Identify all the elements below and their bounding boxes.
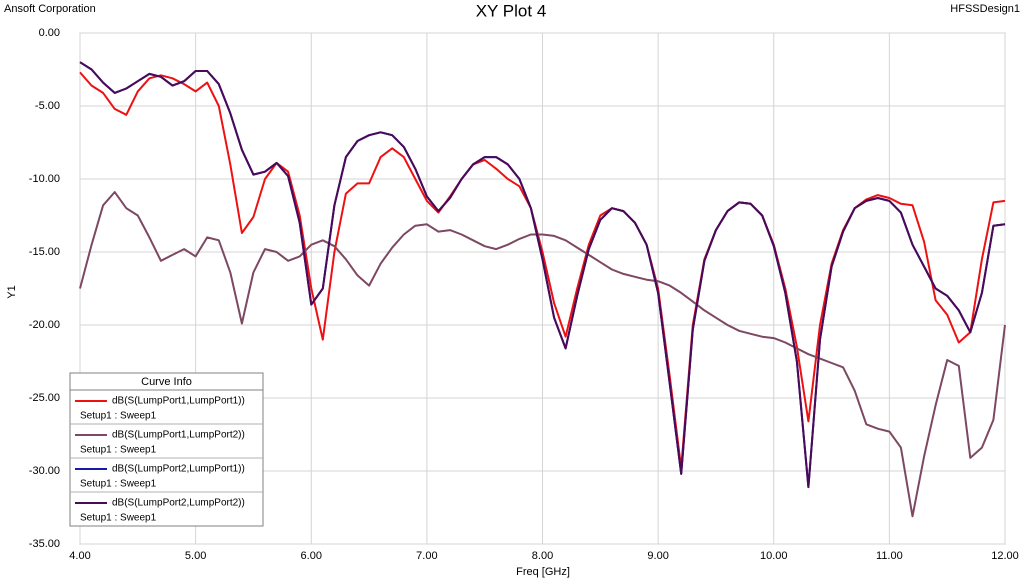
- legend-entry: dB(S(LumpPort1,LumpPort2)): [112, 430, 245, 441]
- company: Ansoft Corporation: [4, 3, 96, 15]
- design-name: HFSSDesign1: [950, 3, 1020, 15]
- y-axis-label: Y1: [6, 285, 18, 298]
- series-line: [79, 61, 1006, 489]
- x-tick-label: 10.00: [760, 550, 788, 562]
- legend: Curve Info dB(S(LumpPort1,LumpPort1)) Setu…: [69, 372, 264, 527]
- x-axis-label: Freq [GHz]: [516, 566, 570, 578]
- y-tick-label: -15.00: [29, 246, 60, 258]
- legend-solution: Setup1 : Sweep1: [80, 479, 157, 490]
- y-tick-label: -10.00: [29, 173, 60, 185]
- x-tick-label: 8.00: [532, 550, 553, 562]
- series-line: [79, 191, 1006, 518]
- x-tick-label: 5.00: [185, 550, 206, 562]
- y-tick-label: -30.00: [29, 465, 60, 477]
- x-tick-label: 11.00: [876, 550, 903, 562]
- y-tick-label: -25.00: [29, 392, 60, 404]
- legend-entry: dB(S(LumpPort2,LumpPort2)): [112, 498, 245, 509]
- x-tick-label: 7.00: [416, 550, 437, 562]
- x-tick-label: 6.00: [301, 550, 322, 562]
- x-tick-label: 12.00: [991, 550, 1019, 562]
- y-tick-label: 0.00: [39, 27, 60, 39]
- chart-title: XY Plot 4: [476, 1, 547, 20]
- legend-title: Curve Info: [141, 376, 192, 388]
- legend-entry: dB(S(LumpPort2,LumpPort1)): [112, 464, 245, 475]
- x-tick-label: 9.00: [647, 550, 668, 562]
- y-tick-label: -35.00: [29, 538, 60, 550]
- legend-entry: dB(S(LumpPort1,LumpPort1)): [112, 396, 245, 407]
- x-tick-label: 4.00: [69, 550, 90, 562]
- y-tick-label: -20.00: [29, 319, 60, 331]
- legend-solution: Setup1 : Sweep1: [80, 411, 157, 422]
- y-tick-label: -5.00: [35, 100, 60, 112]
- legend-box: [69, 372, 264, 527]
- legend-solution: Setup1 : Sweep1: [80, 445, 157, 456]
- legend-solution: Setup1 : Sweep1: [80, 513, 157, 524]
